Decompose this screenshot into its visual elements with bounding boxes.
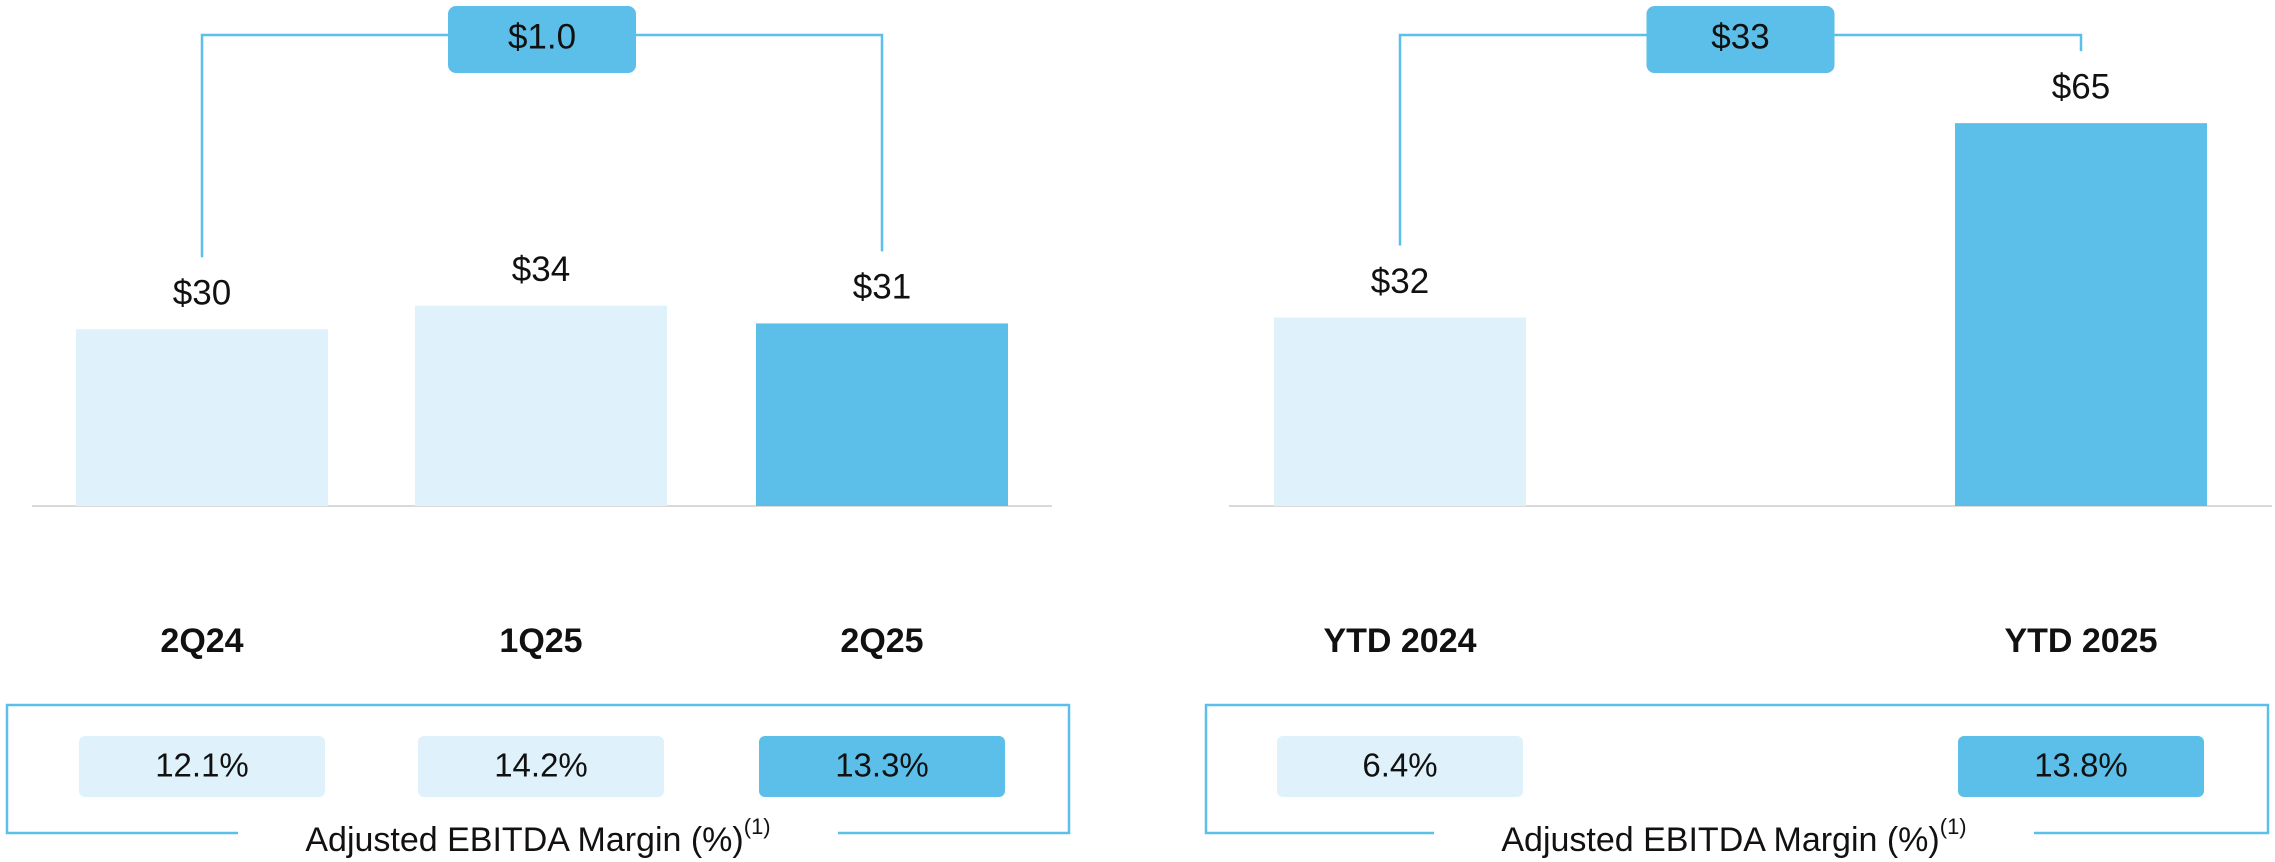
margin-label: 13.8% [2034, 747, 2128, 784]
annotation: $33 [1711, 17, 1769, 56]
margin-label: 13.3% [835, 747, 929, 784]
category-label: 2Q25 [840, 622, 923, 660]
annotation-box [1646, 6, 1835, 73]
margin-pill [1277, 736, 1523, 797]
margin-label: 6.4% [1362, 747, 1437, 784]
margin-title: Adjusted EBITDA Margin (%)(1) [305, 814, 770, 859]
bar [415, 305, 667, 506]
value-label: $31 [853, 268, 911, 307]
margin-title-text: Adjusted EBITDA Margin (%) [305, 821, 743, 859]
value-label: $32 [1371, 262, 1429, 301]
margin-note: (1) [744, 814, 771, 839]
margin-pill [759, 736, 1005, 797]
bar [76, 329, 328, 506]
margin-note: (1) [1940, 814, 1967, 839]
annotation-box [448, 6, 636, 73]
margin-pill [79, 736, 325, 797]
margin-label: 14.2% [494, 747, 588, 784]
category-label: YTD 2024 [1323, 622, 1476, 660]
margin-box [5, 703, 1071, 835]
category-label: 1Q25 [499, 622, 582, 660]
value-label: $65 [2052, 67, 2110, 106]
value-label: $30 [173, 274, 231, 313]
margin-pill [418, 736, 664, 797]
category-label: 2Q24 [160, 622, 243, 660]
value-label: $34 [512, 250, 570, 289]
bar [1955, 123, 2207, 507]
margin-title-text: Adjusted EBITDA Margin (%) [1501, 821, 1939, 859]
bar [756, 323, 1008, 506]
bar [1274, 317, 1526, 506]
margin-title: Adjusted EBITDA Margin (%)(1) [1501, 814, 1966, 859]
category-label: YTD 2025 [2004, 622, 2157, 660]
margin-box [1204, 703, 2270, 835]
margin-pill [1958, 736, 2204, 797]
margin-label: 12.1% [155, 747, 249, 784]
annotation: $1.0 [508, 17, 576, 56]
